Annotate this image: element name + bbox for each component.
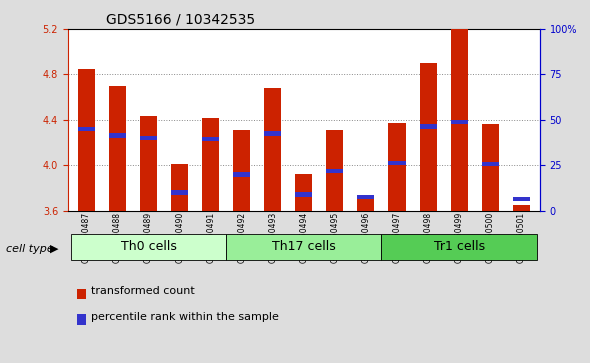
Text: transformed count: transformed count: [91, 286, 195, 296]
Bar: [109, 86, 126, 211]
Bar: [481, 124, 499, 211]
Bar: [451, 29, 468, 211]
Bar: [481, 162, 499, 166]
Bar: [78, 69, 95, 211]
Bar: [358, 197, 375, 211]
Bar: [109, 133, 126, 138]
Bar: [233, 172, 250, 176]
FancyBboxPatch shape: [71, 234, 226, 260]
Bar: [202, 137, 219, 141]
FancyBboxPatch shape: [382, 234, 537, 260]
Text: GDS5166 / 10342535: GDS5166 / 10342535: [106, 13, 255, 27]
FancyBboxPatch shape: [226, 234, 382, 260]
Text: Th17 cells: Th17 cells: [272, 240, 336, 253]
Bar: [140, 136, 157, 140]
Bar: [296, 174, 312, 211]
Bar: [358, 195, 375, 199]
Bar: [388, 161, 405, 165]
Text: percentile rank within the sample: percentile rank within the sample: [91, 311, 279, 322]
Bar: [388, 123, 405, 211]
Text: Th0 cells: Th0 cells: [120, 240, 176, 253]
Bar: [78, 127, 95, 131]
Bar: [264, 88, 281, 211]
Text: Tr1 cells: Tr1 cells: [434, 240, 484, 253]
Bar: [513, 197, 530, 201]
Text: ▶: ▶: [50, 244, 58, 254]
Bar: [513, 205, 530, 211]
Bar: [264, 131, 281, 136]
Bar: [233, 130, 250, 211]
Bar: [140, 117, 157, 211]
Bar: [171, 164, 188, 211]
Bar: [451, 120, 468, 124]
Bar: [171, 190, 188, 195]
Bar: [326, 130, 343, 211]
Bar: [296, 192, 312, 197]
Bar: [326, 168, 343, 173]
Bar: [419, 124, 437, 129]
Text: cell type: cell type: [6, 244, 54, 254]
Bar: [419, 63, 437, 211]
Bar: [202, 118, 219, 211]
